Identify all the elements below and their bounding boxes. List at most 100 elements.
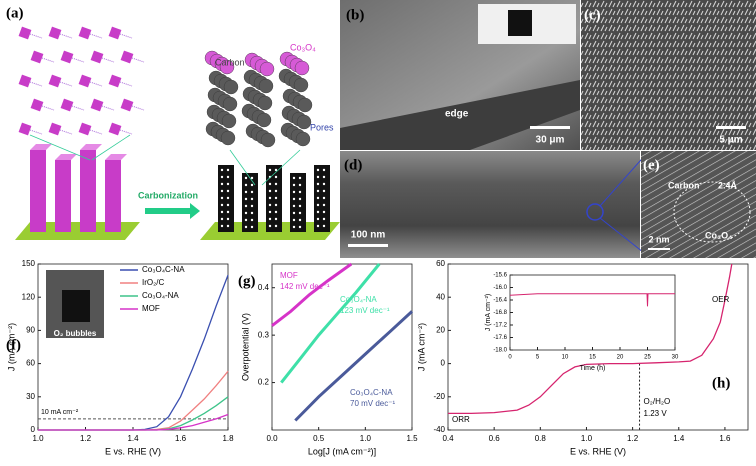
x-tick-label: 1.0 <box>360 434 372 443</box>
dot <box>274 196 278 200</box>
linker <box>89 129 103 135</box>
dot <box>292 204 296 208</box>
y-axis-label: J (mA cm⁻²) <box>6 323 16 371</box>
nanowire-array <box>30 144 127 232</box>
dot <box>316 196 320 200</box>
carbon-particle <box>220 130 236 146</box>
dot <box>250 225 254 229</box>
scale-bar <box>348 244 388 247</box>
arrow <box>145 203 200 219</box>
data-line <box>38 413 229 431</box>
cube <box>48 26 62 40</box>
dot <box>322 224 326 228</box>
pillar <box>290 173 306 232</box>
y-tick-label: -18.0 <box>493 348 507 354</box>
carbon-particle <box>222 96 238 112</box>
dot <box>316 224 320 228</box>
dot <box>268 168 272 172</box>
dot <box>298 190 302 194</box>
dot <box>316 210 320 214</box>
pillar <box>80 144 102 150</box>
y-tick-label: -16.8 <box>493 310 507 316</box>
x-tick-label: 1.4 <box>127 434 139 443</box>
y-tick-label: 0 <box>441 359 446 368</box>
dot <box>250 204 254 208</box>
scale-bar <box>530 126 570 129</box>
dot <box>298 218 302 222</box>
linker <box>29 33 43 39</box>
dot <box>268 224 272 228</box>
linker <box>131 57 145 63</box>
dot <box>298 183 302 187</box>
guide <box>229 149 256 186</box>
linker <box>29 129 43 135</box>
annotation: O₂/H₂O <box>644 397 671 406</box>
x-tick-label: 15 <box>589 355 596 361</box>
pillar <box>105 154 127 160</box>
dot <box>220 182 224 186</box>
x-tick-label: 25 <box>644 355 651 361</box>
y-tick-label: -17.6 <box>493 335 507 341</box>
dot <box>250 211 254 215</box>
cube <box>18 74 32 88</box>
pillar <box>218 165 234 232</box>
cube <box>120 98 134 112</box>
cube <box>90 98 104 112</box>
data-line <box>294 310 414 422</box>
legend-label: Co₃O₄-NA <box>142 291 179 300</box>
panel-c: (c) 5 μm <box>581 0 756 150</box>
dot <box>244 211 248 215</box>
x-tick-label: 1.6 <box>175 434 187 443</box>
x-axis-label: E vs. RHE (V) <box>570 446 626 456</box>
pillar <box>55 154 77 160</box>
zoom-line <box>599 217 649 257</box>
dot <box>274 189 278 193</box>
dot <box>268 203 272 207</box>
dot <box>292 176 296 180</box>
linker <box>101 105 115 111</box>
annotation: edge <box>445 109 469 120</box>
linker <box>59 129 73 135</box>
dot <box>274 217 278 221</box>
cube <box>30 98 44 112</box>
cube <box>18 26 32 40</box>
x-tick-label: 0.8 <box>535 434 547 443</box>
dot <box>244 218 248 222</box>
linker <box>71 57 85 63</box>
dot <box>250 218 254 222</box>
linker <box>131 105 145 111</box>
carbonized-array <box>218 165 330 232</box>
y-tick-label: -17.2 <box>493 323 507 329</box>
cube <box>78 122 92 136</box>
y-tick-label: -40 <box>433 425 445 434</box>
dot <box>274 168 278 172</box>
cube <box>30 50 44 64</box>
carbon-matrix <box>204 50 313 186</box>
dot <box>244 183 248 187</box>
cube <box>120 50 134 64</box>
pillar <box>55 160 71 232</box>
carbon-particle <box>296 114 312 130</box>
panel-d: (d) 100 nm <box>340 151 649 258</box>
annotation: OER <box>712 295 730 304</box>
panel-a: (a) Carbonization Carbon Co₃O₄ Pores <box>6 5 340 240</box>
guide <box>261 149 301 186</box>
cube <box>60 98 74 112</box>
cube <box>48 74 62 88</box>
dot <box>274 182 278 186</box>
linker <box>119 129 133 135</box>
dot <box>298 204 302 208</box>
dot <box>316 217 320 221</box>
scale-bar <box>716 126 746 129</box>
y-axis-label: J (mA cm⁻²) <box>416 323 426 371</box>
annotation: Carbonization <box>138 190 198 200</box>
dot <box>322 168 326 172</box>
dot <box>274 203 278 207</box>
dot <box>274 210 278 214</box>
dot <box>250 197 254 201</box>
dot <box>298 211 302 215</box>
dot <box>316 203 320 207</box>
dot <box>298 225 302 229</box>
panel-label: (g) <box>238 273 256 289</box>
